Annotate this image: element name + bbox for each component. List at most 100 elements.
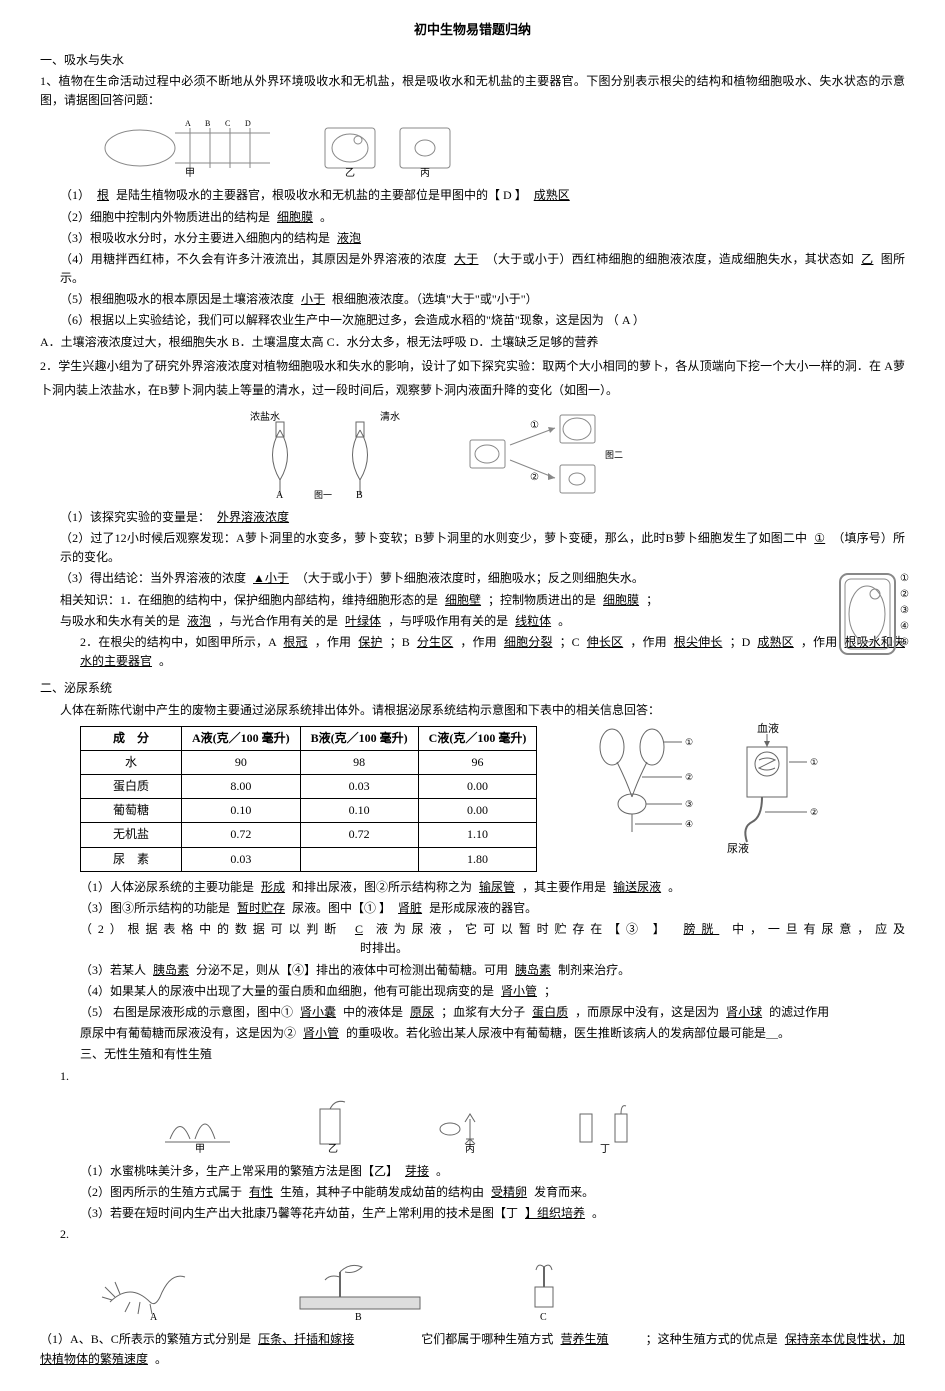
text: （3）图③所示结构的功能是 xyxy=(80,901,230,915)
answer: 线粒体 xyxy=(511,614,555,628)
q1-6: （6）根据以上实验结论，我们可以解释农业生产中一次施肥过多，会造成水稻的"烧苗"… xyxy=(40,311,905,330)
answer: 细胞壁 xyxy=(441,593,485,607)
svg-text:②: ② xyxy=(530,472,539,483)
text: （2）根据表格中的数据可以判断 xyxy=(80,922,342,936)
answer: 膀胱 xyxy=(680,922,724,936)
text: 。 xyxy=(155,1352,167,1366)
svg-text:图二: 图二 xyxy=(605,450,623,460)
text: （6）根据以上实验结论，我们可以解释农业生产中一次施肥过多，会造成水稻的"烧苗"… xyxy=(60,313,619,327)
radish-figure: 浓盐水 清水 A B 图一 xyxy=(240,410,420,500)
q1-figures: A B C D 甲 乙 丙 xyxy=(100,118,905,178)
text: 和排出尿液，图②所示结构称之为 xyxy=(292,880,472,894)
q1-options: A．土壤溶液浓度过大，根细胞失水 B．土壤温度太高 C．水分太多，根无法呼吸 D… xyxy=(40,333,905,352)
text: （1）人体泌尿系统的主要功能是 xyxy=(80,880,254,894)
cell: 0.72 xyxy=(182,823,301,847)
s2-l5: （5） 右图是尿液形成的示意图，图中① 肾小囊 中的液体是 原尿 ；血浆有大分子… xyxy=(40,1003,905,1022)
text: ；这种生殖方式的优点是 xyxy=(646,1332,778,1346)
answer: D xyxy=(503,188,512,202)
cell: 0.00 xyxy=(418,799,537,823)
answer: 液泡 xyxy=(333,231,365,245)
text: 中的液体是 xyxy=(343,1005,403,1019)
cell: 尿 素 xyxy=(81,847,182,871)
s3-num1: 1. xyxy=(40,1067,905,1086)
s3-l2: （2）图丙所示的生殖方式属于 有性 生殖，其种子中能萌发成幼苗的结构由 受精卵 … xyxy=(40,1183,905,1202)
svg-text:C: C xyxy=(540,1312,547,1322)
s3-num2: 2. xyxy=(40,1225,905,1244)
answer: 细胞膜 xyxy=(273,210,317,224)
text: 根细胞液浓度。（选填"大于"或"小于"） xyxy=(332,292,538,306)
text: ，与呼吸作用有关的是 xyxy=(388,614,508,628)
answer: 蛋白质 xyxy=(528,1005,572,1019)
answer: 肾小管 xyxy=(497,984,541,998)
text: 分泌不足，则从【④】排出的液体中可检测出葡萄糖。可用 xyxy=(196,963,508,977)
col-h: B液(克／100 毫升) xyxy=(300,726,418,750)
answer: 原尿 xyxy=(406,1005,438,1019)
q2-3: （3）得出结论：当外界溶液的浓度 ▲小于 （大于或小于）萝卜细胞液浓度时，细胞吸… xyxy=(40,569,905,588)
answer: 肾小管 xyxy=(299,1026,343,1040)
svg-text:①: ① xyxy=(810,757,818,767)
text: 。 xyxy=(159,654,171,668)
text: ，作用 xyxy=(630,635,666,649)
text: ；血浆有大分子 xyxy=(441,1005,525,1019)
svg-text:甲: 甲 xyxy=(185,168,195,178)
s3-figures-2: A B C xyxy=(100,1252,905,1322)
answer: A xyxy=(622,313,630,327)
text: ，与光合作用有关的是 xyxy=(218,614,338,628)
section-3-header: 三、无性生殖和有性生殖 xyxy=(40,1045,905,1064)
col-h: C液(克／100 毫升) xyxy=(418,726,537,750)
text: （1） xyxy=(60,188,90,202)
svg-text:③: ③ xyxy=(900,605,909,616)
svg-text:丙: 丙 xyxy=(465,1144,475,1154)
answer: 肾小球 xyxy=(722,1005,766,1019)
doc-title: 初中生物易错题归纳 xyxy=(40,20,905,41)
cell: 1.80 xyxy=(418,847,537,871)
answer: 根冠 xyxy=(279,635,311,649)
text: ；C xyxy=(560,635,580,649)
answer: 液泡 xyxy=(183,614,215,628)
text: 生殖，其种子中能萌发成幼苗的结构由 xyxy=(280,1185,484,1199)
text: （3）得出结论：当外界溶液的浓度 xyxy=(60,571,246,585)
q2-1: （1）该探究实验的变量是： 外界溶液浓度 xyxy=(40,508,905,527)
s2-l2: （2）根据表格中的数据可以判断 C 液为尿液，它可以暂时贮存在【③ 】 膀胱 中… xyxy=(40,920,905,958)
cell: 0.03 xyxy=(182,847,301,871)
text: ，其主要作用是 xyxy=(522,880,606,894)
root-tip-figure: A B C D 甲 xyxy=(100,118,280,178)
text: （2）细胞中控制内外物质进出的结构是 xyxy=(60,210,270,224)
answer: 输尿管 xyxy=(475,880,519,894)
q2-intro: 2．学生兴趣小组为了研究外界溶液浓度对植物细胞吸水和失水的影响，设计了如下探究实… xyxy=(40,354,905,402)
text: 液为尿液，它可以暂时贮存在【③ 】 xyxy=(376,922,671,936)
text: （4）用糖拌西红柿，不久会有许多汁液流出，其原因是外界溶液的浓度 xyxy=(60,252,447,266)
svg-text:A: A xyxy=(150,1312,158,1322)
answer: 芽接 xyxy=(401,1164,433,1178)
text: （大于或小于）萝卜细胞液浓度时，细胞吸水；反之则细胞失水。 xyxy=(296,571,644,585)
s2-l6: 原尿中有葡萄糖而尿液没有，这是因为② 肾小管 的重吸收。若化验出某人尿液中有葡萄… xyxy=(40,1024,905,1043)
q1-3: （3）根吸收水分时，水分主要进入细胞内的结构是 液泡 xyxy=(40,229,905,248)
urinary-system-figure: ① ② ③ ④ xyxy=(577,722,697,842)
fig-jia: 甲 xyxy=(160,1094,240,1154)
fig-B: B xyxy=(290,1252,430,1322)
cell: 96 xyxy=(418,750,537,774)
urine-label: 尿液 xyxy=(727,841,749,855)
svg-text:④: ④ xyxy=(685,819,693,829)
col-h: 成 分 xyxy=(81,726,182,750)
text: ） xyxy=(633,313,645,327)
answer: 保护 xyxy=(354,635,386,649)
cell: 0.10 xyxy=(300,799,418,823)
fig-ding: 丁 xyxy=(570,1094,650,1154)
svg-text:甲: 甲 xyxy=(195,1144,205,1154)
svg-text:⑤: ⑤ xyxy=(900,637,909,648)
text: （5） 右图是尿液形成的示意图，图中① xyxy=(80,1005,293,1019)
svg-text:B: B xyxy=(205,119,210,128)
svg-text:B: B xyxy=(355,1312,362,1322)
text: 原尿中有葡萄糖而尿液没有，这是因为② xyxy=(80,1026,296,1040)
svg-text:B: B xyxy=(356,490,363,500)
label-right: 清水 xyxy=(380,410,400,423)
text: ；D xyxy=(730,635,751,649)
q1-2: （2）细胞中控制内外物质进出的结构是 细胞膜 。 xyxy=(40,208,905,227)
answer: ① xyxy=(810,531,829,545)
svg-text:②: ② xyxy=(685,772,693,782)
answer: 伸长区 xyxy=(583,635,627,649)
svg-text:②: ② xyxy=(810,807,818,817)
text: （3）若某人 xyxy=(80,963,146,977)
cell: 0.72 xyxy=(300,823,418,847)
